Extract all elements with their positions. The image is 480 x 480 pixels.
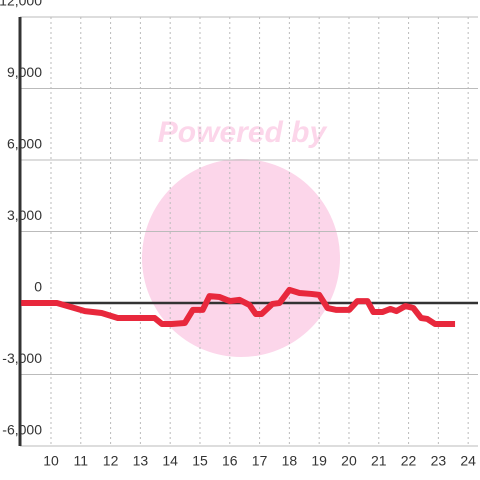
series-line <box>21 286 456 327</box>
y-tick-label: 9,000 <box>7 64 42 80</box>
x-tick-label: 12 <box>103 453 119 469</box>
x-tick-label: 22 <box>401 453 417 469</box>
x-tick-label: 10 <box>43 453 59 469</box>
x-tick-label: 19 <box>311 453 327 469</box>
x-tick-label: 23 <box>431 453 447 469</box>
x-tick-label: 16 <box>222 453 238 469</box>
x-tick-label: 11 <box>74 453 89 469</box>
x-tick-label: 15 <box>192 453 208 469</box>
x-tick-label: 13 <box>133 453 149 469</box>
x-tick-label: 18 <box>282 453 298 469</box>
x-tick-label: 21 <box>371 453 387 469</box>
y-tick-label: 6,000 <box>7 136 42 152</box>
watermark-text: Powered by <box>158 116 328 149</box>
y-tick-label: 0 <box>34 279 42 295</box>
x-tick-label: 17 <box>252 453 268 469</box>
plot <box>21 286 456 327</box>
grid <box>18 16 478 447</box>
x-tick-label: 14 <box>162 453 178 469</box>
x-tick-label: 20 <box>341 453 357 469</box>
watermark-logo <box>142 159 340 357</box>
y-tick-label: 12,000 <box>0 0 42 9</box>
y-tick-label: -3,000 <box>2 350 42 366</box>
y-tick-label: -6,000 <box>2 422 42 438</box>
x-tick-label: 24 <box>460 453 476 469</box>
y-tick-label: 3,000 <box>7 207 42 223</box>
